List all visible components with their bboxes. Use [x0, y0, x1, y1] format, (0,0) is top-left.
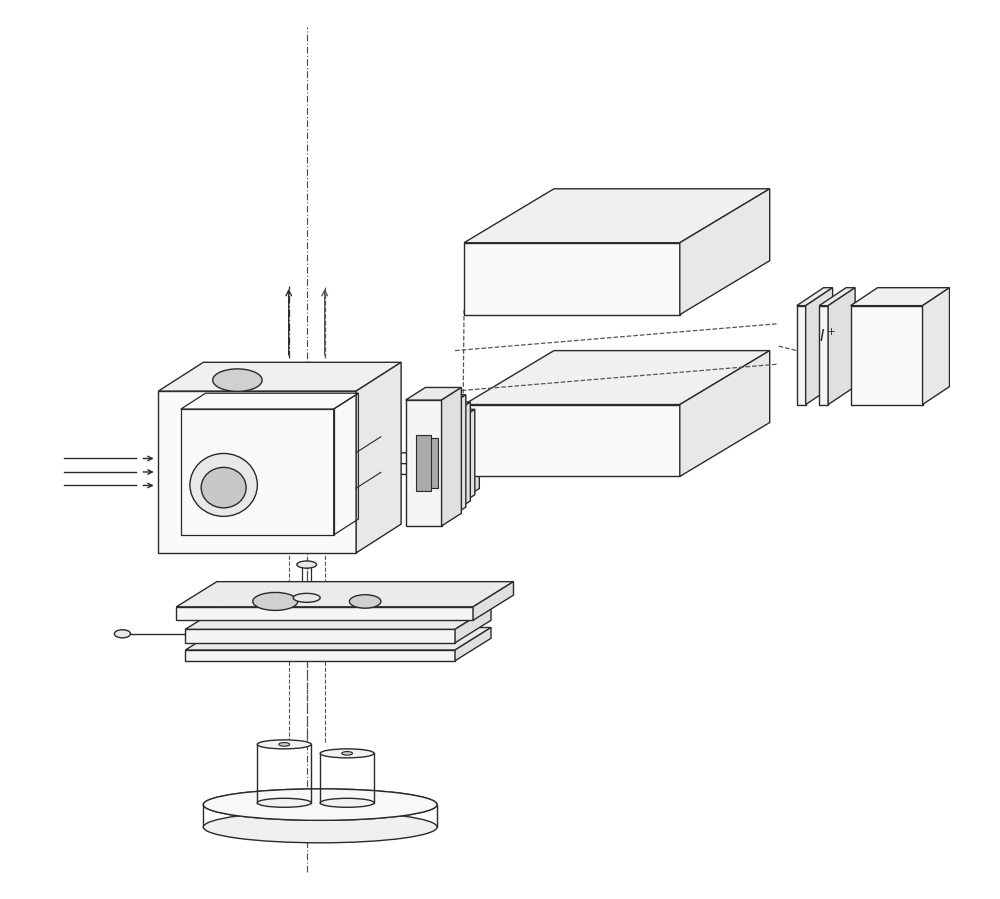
- Polygon shape: [424, 439, 438, 487]
- Polygon shape: [416, 435, 431, 491]
- Polygon shape: [851, 306, 923, 405]
- Polygon shape: [806, 288, 833, 405]
- Polygon shape: [463, 416, 479, 499]
- Ellipse shape: [349, 595, 381, 608]
- Ellipse shape: [114, 629, 131, 638]
- Polygon shape: [158, 362, 401, 391]
- Polygon shape: [452, 402, 470, 512]
- Ellipse shape: [201, 467, 246, 508]
- Ellipse shape: [213, 369, 262, 391]
- Polygon shape: [445, 427, 463, 499]
- Ellipse shape: [297, 561, 317, 568]
- Polygon shape: [425, 414, 452, 512]
- Polygon shape: [473, 582, 513, 620]
- Ellipse shape: [203, 789, 437, 820]
- Polygon shape: [158, 391, 356, 553]
- Polygon shape: [464, 243, 680, 315]
- Polygon shape: [415, 395, 466, 406]
- Polygon shape: [415, 406, 447, 520]
- Polygon shape: [445, 416, 479, 427]
- Polygon shape: [464, 189, 770, 243]
- Polygon shape: [455, 607, 491, 643]
- Polygon shape: [464, 351, 770, 405]
- Ellipse shape: [257, 740, 311, 749]
- Ellipse shape: [320, 798, 374, 807]
- Polygon shape: [851, 288, 950, 306]
- Polygon shape: [185, 628, 491, 650]
- Text: $I^+$: $I^+$: [819, 327, 837, 344]
- Polygon shape: [923, 288, 950, 405]
- Polygon shape: [442, 444, 451, 482]
- Polygon shape: [680, 351, 770, 476]
- Polygon shape: [828, 288, 855, 405]
- Polygon shape: [819, 306, 828, 405]
- Polygon shape: [185, 607, 491, 629]
- Polygon shape: [797, 288, 833, 306]
- Polygon shape: [464, 405, 680, 476]
- Polygon shape: [176, 607, 473, 620]
- Polygon shape: [435, 421, 458, 505]
- Ellipse shape: [320, 749, 374, 758]
- Polygon shape: [406, 387, 461, 400]
- Text: $e^-$: $e^-$: [430, 454, 452, 469]
- Polygon shape: [442, 387, 461, 526]
- Polygon shape: [433, 441, 445, 485]
- Ellipse shape: [203, 811, 437, 843]
- Polygon shape: [447, 395, 466, 520]
- Polygon shape: [185, 650, 455, 661]
- Ellipse shape: [342, 752, 353, 755]
- Ellipse shape: [203, 789, 437, 820]
- Polygon shape: [458, 409, 475, 505]
- Ellipse shape: [293, 593, 320, 602]
- Polygon shape: [455, 628, 491, 661]
- Ellipse shape: [257, 798, 311, 807]
- Polygon shape: [176, 582, 513, 607]
- Polygon shape: [450, 447, 458, 479]
- Polygon shape: [819, 288, 855, 306]
- Ellipse shape: [279, 743, 290, 746]
- Polygon shape: [680, 189, 770, 315]
- Ellipse shape: [253, 592, 298, 610]
- Ellipse shape: [190, 453, 257, 516]
- Polygon shape: [797, 306, 806, 405]
- Polygon shape: [185, 629, 455, 643]
- Polygon shape: [356, 362, 401, 553]
- Polygon shape: [435, 409, 475, 421]
- Polygon shape: [425, 402, 470, 414]
- Polygon shape: [406, 400, 442, 526]
